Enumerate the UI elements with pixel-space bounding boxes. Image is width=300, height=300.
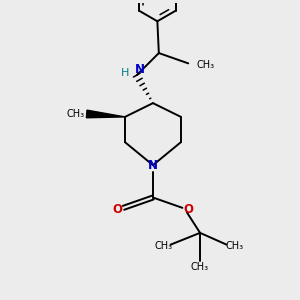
Text: O: O	[112, 203, 123, 216]
Text: CH₃: CH₃	[226, 241, 244, 251]
Text: H: H	[122, 68, 130, 78]
Text: O: O	[183, 203, 193, 216]
Polygon shape	[86, 110, 125, 118]
Text: CH₃: CH₃	[154, 241, 172, 251]
Text: CH₃: CH₃	[191, 262, 209, 272]
Text: CH₃: CH₃	[196, 60, 214, 70]
Text: N: N	[135, 63, 145, 76]
Text: CH₃: CH₃	[66, 109, 84, 119]
Text: N: N	[148, 159, 158, 172]
